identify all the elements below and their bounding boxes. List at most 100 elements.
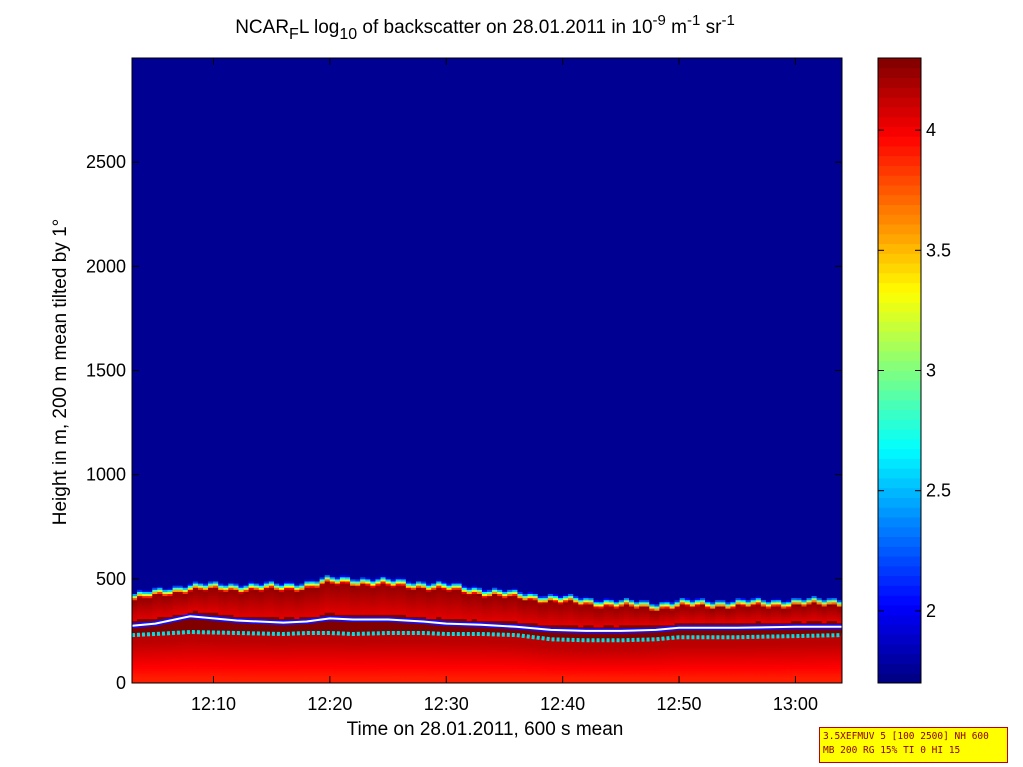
heatmap-cell (147, 668, 153, 672)
heatmap-cell (142, 653, 148, 657)
heatmap-cell (416, 547, 422, 551)
heatmap-cell (233, 666, 240, 670)
heatmap-cell (294, 591, 300, 595)
heatmap-cell (329, 626, 336, 630)
heatmap-cell (263, 547, 270, 551)
heatmap-cell (233, 578, 240, 582)
heatmap-cell (441, 614, 448, 617)
heatmap-cell (289, 670, 295, 674)
heatmap-cell (258, 664, 265, 667)
heatmap-cell (289, 635, 295, 638)
heatmap-cell (461, 662, 468, 665)
heatmap-cell (385, 533, 392, 536)
heatmap-cell (314, 583, 321, 586)
heatmap-cell (152, 658, 158, 661)
heatmap-cell (426, 647, 432, 651)
heatmap-cell (233, 674, 240, 678)
heatmap-cell (243, 593, 250, 597)
heatmap-cell (147, 628, 153, 632)
heatmap-cell (258, 549, 265, 553)
heatmap-cell (182, 653, 189, 657)
heatmap-cell (461, 549, 468, 553)
heatmap-cell (426, 537, 432, 540)
heatmap-cell (324, 526, 331, 530)
heatmap-cell (461, 670, 468, 674)
heatmap-cell (319, 614, 326, 617)
heatmap-cell (350, 593, 356, 597)
heatmap-cell (253, 633, 260, 636)
heatmap-cell (390, 601, 397, 605)
heatmap-cell (329, 668, 336, 672)
heatmap-cell (294, 572, 300, 576)
heatmap-cell (436, 564, 442, 567)
heatmap-cell (309, 641, 316, 645)
heatmap-cell (324, 570, 331, 574)
heatmap-cell (218, 612, 224, 615)
heatmap-cell (365, 664, 371, 667)
heatmap-cell (147, 558, 153, 561)
heatmap-cell (142, 555, 148, 559)
heatmap-cell (395, 610, 402, 613)
heatmap-cell (162, 628, 169, 632)
heatmap-cell (405, 616, 412, 620)
heatmap-cell (476, 664, 483, 667)
heatmap-cell (365, 535, 371, 538)
heatmap-cell (405, 564, 412, 567)
heatmap-cell (405, 635, 412, 638)
heatmap-cell (451, 551, 458, 555)
heatmap-cell (279, 549, 285, 553)
heatmap-cell (132, 645, 138, 649)
heatmap-cell (309, 635, 316, 638)
heatmap-cell (451, 585, 458, 588)
heatmap-cell (365, 562, 371, 565)
heatmap-cell (142, 639, 148, 642)
heatmap-cell (370, 539, 377, 542)
heatmap-cell (355, 551, 361, 555)
heatmap-cell (309, 643, 316, 647)
heatmap-cell (466, 564, 473, 567)
heatmap-cell (228, 595, 235, 599)
heatmap-cell (263, 639, 270, 642)
heatmap-cell (177, 595, 184, 599)
heatmap-cell (416, 539, 422, 542)
heatmap-cell (339, 591, 346, 595)
heatmap-cell (197, 545, 204, 549)
heatmap-cell (243, 601, 250, 605)
heatmap-cell (451, 664, 458, 667)
heatmap-cell (416, 670, 422, 674)
heatmap-cell (365, 533, 371, 536)
heatmap-cell (390, 568, 397, 572)
heatmap-cell (167, 647, 174, 651)
heatmap-cell (304, 603, 311, 607)
heatmap-cell (360, 578, 366, 582)
heatmap-cell (431, 535, 437, 538)
heatmap-cell (466, 645, 473, 649)
heatmap-cell (137, 553, 143, 557)
heatmap-cell (208, 576, 214, 580)
heatmap-cell (208, 578, 214, 582)
heatmap-cell (355, 568, 361, 572)
heatmap-cell (182, 643, 189, 647)
heatmap-cell (360, 610, 366, 613)
heatmap-cell (370, 543, 377, 547)
heatmap-cell (416, 680, 422, 683)
heatmap-cell (405, 535, 412, 538)
heatmap-cell (147, 570, 153, 574)
heatmap-cell (466, 591, 473, 595)
heatmap-cell (213, 574, 219, 578)
heatmap-cell (355, 572, 361, 576)
heatmap-cell (405, 587, 412, 590)
heatmap-column (309, 533, 316, 683)
heatmap-cell (142, 608, 148, 611)
heatmap-cell (339, 564, 346, 567)
heatmap-column (385, 530, 392, 683)
heatmap-cell (319, 566, 326, 570)
heatmap-cell (405, 672, 412, 676)
heatmap-cell (243, 630, 250, 634)
heatmap-cell (390, 647, 397, 651)
heatmap-cell (461, 674, 468, 678)
heatmap-cell (152, 649, 158, 653)
heatmap-cell (481, 651, 488, 655)
heatmap-cell (436, 605, 442, 609)
heatmap-cell (324, 653, 331, 657)
